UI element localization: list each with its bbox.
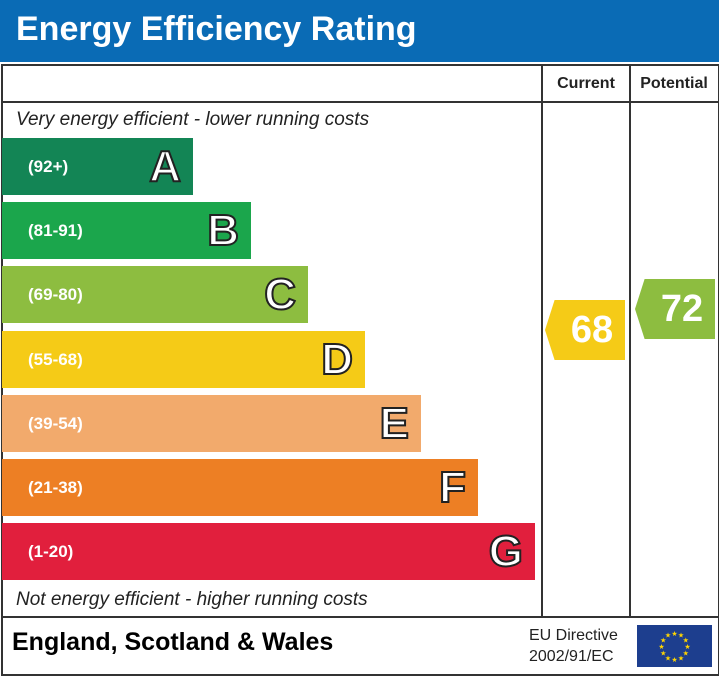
band-range: (81-91) [28, 221, 83, 240]
column-divider [629, 64, 631, 618]
region-label: England, Scotland & Wales [12, 628, 334, 656]
band-e: (39-54) E [2, 395, 421, 452]
star-icon: ★ [665, 654, 671, 662]
header-bar [0, 0, 719, 62]
star-icon: ★ [660, 650, 666, 658]
band-b: (81-91) B [2, 202, 251, 259]
star-icon: ★ [678, 632, 684, 640]
potential-rating-value: 72 [660, 288, 704, 330]
page-title: Energy Efficiency Rating [16, 10, 417, 48]
potential-column-header: Potential [640, 75, 708, 92]
current-rating-arrow: 68 [545, 300, 625, 360]
potential-rating-arrow: 72 [635, 279, 715, 339]
band-range: (55-68) [28, 350, 83, 369]
band-letter: C [263, 269, 297, 320]
band-letter: E [379, 398, 410, 449]
current-column-header: Current [557, 75, 615, 92]
band-letter: D [320, 334, 354, 385]
star-icon: ★ [684, 643, 690, 651]
band-range: (92+) [28, 157, 69, 176]
eu-flag-icon: ★ ★ ★ ★ ★ ★ ★ ★ ★ ★ ★ ★ [637, 625, 712, 667]
star-icon: ★ [678, 654, 684, 662]
band-range: (69-80) [28, 285, 83, 304]
band-range: (39-54) [28, 414, 83, 433]
star-icon: ★ [683, 637, 689, 645]
top-caption: Very energy efficient - lower running co… [16, 109, 370, 130]
band-d: (55-68) D [2, 331, 365, 388]
footer-divider [1, 616, 718, 618]
header-divider [1, 101, 718, 103]
current-rating-value: 68 [570, 309, 614, 351]
band-range: (21-38) [28, 478, 83, 497]
star-icon: ★ [665, 632, 671, 640]
band-letter: A [148, 141, 182, 192]
band-c: (69-80) C [2, 266, 308, 323]
eu-directive-number: 2002/91/EC [529, 648, 614, 665]
star-icon: ★ [660, 637, 666, 645]
band-range: (1-20) [28, 542, 74, 561]
band-letter: G [488, 526, 524, 577]
bottom-caption: Not energy efficient - higher running co… [16, 589, 368, 610]
band-f: (21-38) F [2, 459, 478, 516]
band-letter: B [206, 205, 240, 256]
star-icon: ★ [671, 656, 677, 664]
star-icon: ★ [658, 643, 664, 651]
band-g: (1-20) G [2, 523, 535, 580]
band-a: (92+) A [2, 138, 193, 195]
eu-directive-label: EU Directive [529, 627, 618, 644]
star-icon: ★ [671, 630, 677, 638]
band-letter: F [438, 462, 467, 513]
column-divider [541, 64, 543, 618]
star-icon: ★ [683, 650, 689, 658]
